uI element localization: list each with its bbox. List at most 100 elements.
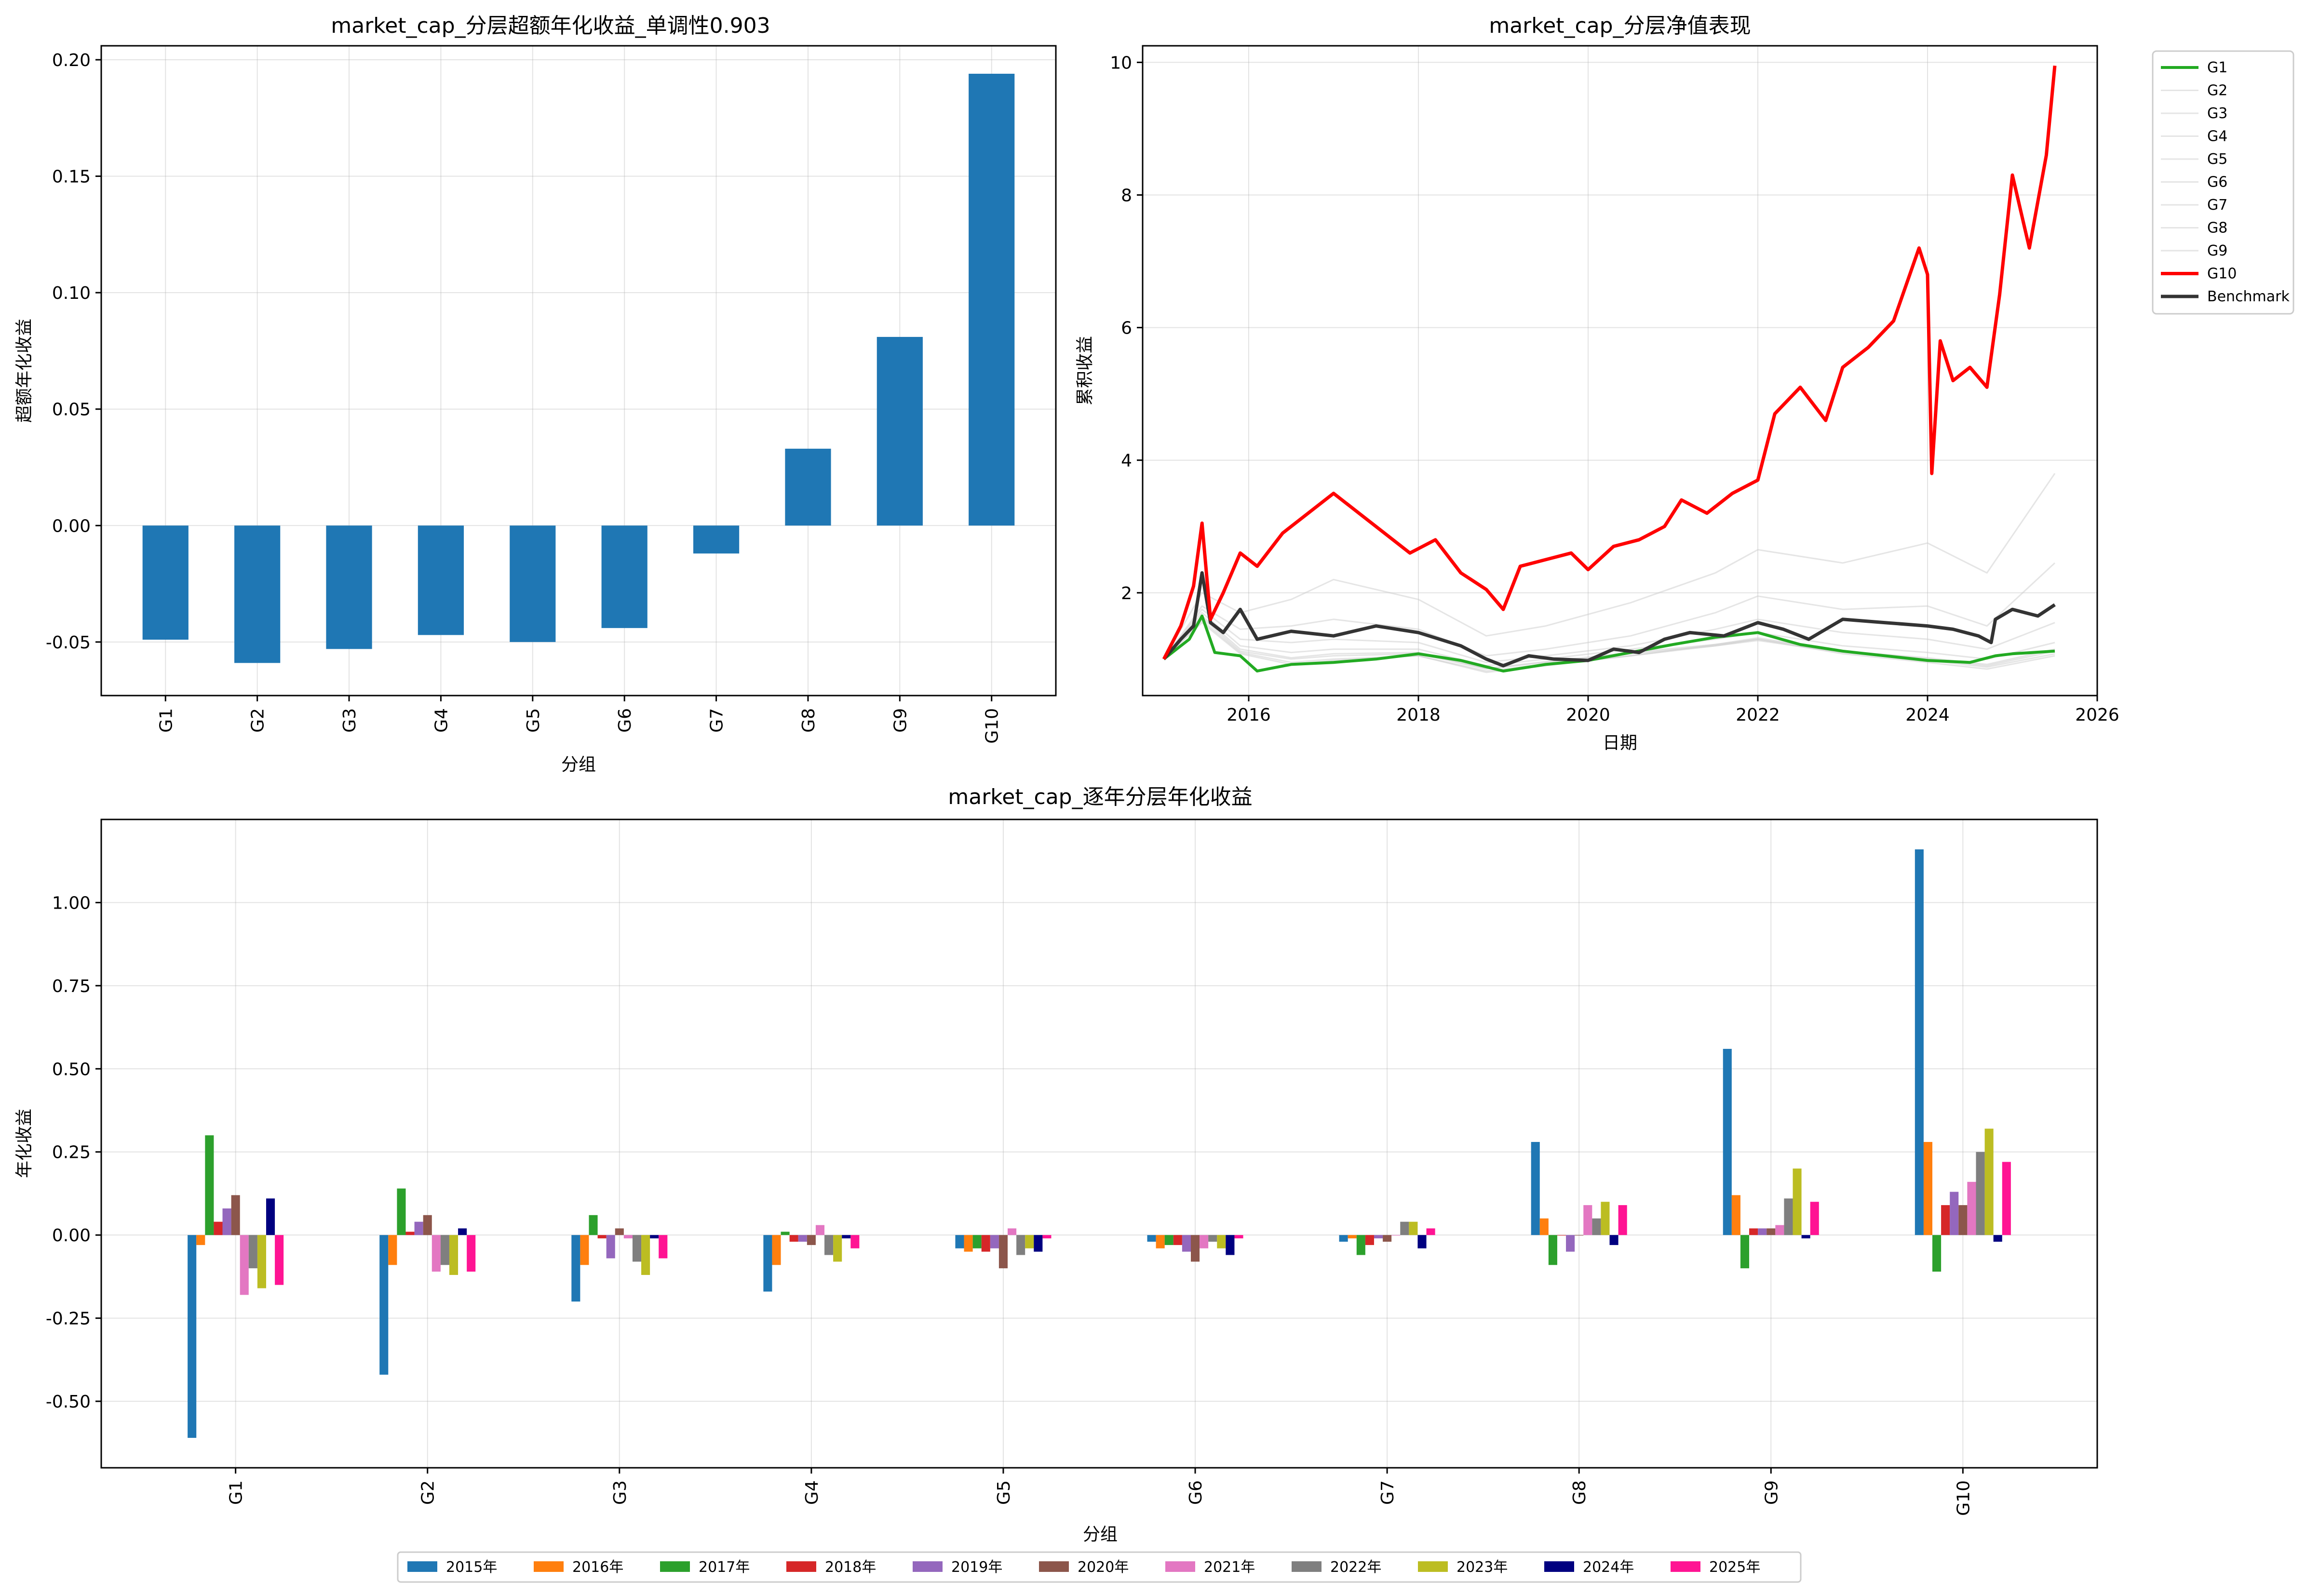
excess-x-tick-label: G4	[432, 708, 451, 733]
yearly-bar-g2-1	[388, 1235, 397, 1265]
yearly-legend-label-8: 2023年	[1456, 1559, 1508, 1576]
yearly-bar-g9-6	[1775, 1225, 1784, 1235]
yearly-bar-g8-1	[1539, 1218, 1549, 1235]
excess-x-tick-label: G5	[524, 708, 543, 733]
nav-legend-label-g4: G4	[2207, 128, 2227, 145]
yearly-x-tick-label: G10	[1954, 1480, 1973, 1516]
yearly-grid	[101, 819, 2097, 1468]
yearly-bar-g4-2	[781, 1232, 790, 1235]
yearly-bar-g8-0	[1531, 1142, 1540, 1235]
nav-legend-label-g3: G3	[2207, 105, 2227, 122]
yearly-bar-g10-3	[1941, 1205, 1950, 1235]
yearly-bar-g7-8	[1409, 1221, 1418, 1235]
yearly-bar-g5-4	[990, 1235, 999, 1248]
excess-bar-g9	[877, 336, 923, 526]
yearly-bar-g3-3	[597, 1235, 607, 1239]
nav-x-label: 日期	[1603, 733, 1637, 753]
yearly-bar-g4-4	[798, 1235, 807, 1242]
nav-legend-label-g1: G1	[2207, 59, 2227, 76]
yearly-bar-g5-9	[1034, 1235, 1043, 1252]
yearly-bar-g1-9	[266, 1198, 275, 1235]
yearly-bar-g1-6	[240, 1235, 249, 1295]
excess-x-tick-label: G1	[156, 708, 176, 733]
yearly-bar-g3-4	[606, 1235, 615, 1259]
excess-bar-g3	[326, 525, 372, 649]
yearly-bar-g4-1	[772, 1235, 781, 1265]
yearly-bar-g7-2	[1356, 1235, 1365, 1255]
excess-bar-g4	[418, 525, 464, 635]
nav-line-benchmark	[1162, 571, 2056, 668]
yearly-legend-swatch-5	[1039, 1561, 1069, 1572]
yearly-bar-g10-10	[2002, 1162, 2011, 1235]
excess-grid	[101, 46, 1056, 696]
yearly-legend-swatch-0	[407, 1561, 437, 1572]
yearly-bar-g4-7	[824, 1235, 834, 1255]
nav-y-tick-label: 8	[1121, 186, 1132, 205]
nav-legend-label-g5: G5	[2207, 151, 2227, 168]
yearly-bar-g3-2	[589, 1215, 598, 1235]
nav-grid	[1143, 46, 2098, 696]
yearly-legend-swatch-2	[660, 1561, 690, 1572]
nav-axes-frame	[1142, 45, 2098, 697]
yearly-legend-label-3: 2018年	[825, 1559, 876, 1576]
nav-line-g5	[1163, 615, 2055, 670]
yearly-legend-swatch-7	[1292, 1561, 1322, 1572]
yearly-bar-g2-0	[379, 1235, 389, 1375]
yearly-x-tick-label: G5	[994, 1480, 1014, 1505]
yearly-bar-g5-10	[1042, 1235, 1052, 1239]
nav-line-chart: market_cap_分层净值表现 2 4 6 8 10 2016 2018 2020 202…	[1075, 13, 2294, 753]
yearly-legend-swatch-9	[1544, 1561, 1574, 1572]
nav-legend-label-g9: G9	[2207, 242, 2227, 259]
yearly-bar-g10-5	[1958, 1205, 1968, 1235]
yearly-bar-g4-3	[789, 1235, 798, 1242]
yearly-bar-g4-9	[842, 1235, 851, 1239]
yearly-bar-g4-6	[815, 1225, 825, 1235]
yearly-bar-g8-7	[1592, 1218, 1601, 1235]
yearly-bar-g9-8	[1793, 1168, 1802, 1235]
yearly-legend-swatch-8	[1418, 1561, 1448, 1572]
excess-x-ticks: G1 G2 G3 G4 G5 G6 G7 G8 G9 G10	[156, 696, 1002, 744]
yearly-chart-title: market_cap_逐年分层年化收益	[948, 785, 1252, 809]
nav-legend: G1 G2 G3 G4 G5 G6 G7 G8 G9 G10 Benchmark	[2152, 50, 2294, 315]
nav-chart-title: market_cap_分层净值表现	[1489, 13, 1751, 38]
excess-axes-frame	[100, 45, 1057, 697]
nav-legend-label-g10: G10	[2207, 266, 2237, 282]
yearly-legend-swatch-3	[786, 1561, 816, 1572]
yearly-legend-box	[397, 1551, 1802, 1583]
yearly-legend-label-5: 2020年	[1078, 1559, 1129, 1576]
yearly-bar-g1-8	[257, 1235, 266, 1288]
yearly-y-label: 年化收益	[14, 1109, 34, 1178]
excess-bar-g7	[693, 525, 740, 554]
excess-x-tick-label: G9	[890, 708, 910, 733]
nav-lines	[1162, 65, 2057, 673]
yearly-bar-g6-3	[1173, 1235, 1182, 1245]
yearly-bar-g9-9	[1801, 1235, 1810, 1239]
yearly-bar-g7-4	[1374, 1235, 1383, 1239]
yearly-bar-g6-9	[1226, 1235, 1235, 1255]
yearly-bar-g2-3	[405, 1232, 415, 1235]
yearly-bar-g9-7	[1784, 1198, 1793, 1235]
excess-return-bar-chart: market_cap_分层超额年化收益_单调性0.903 -0.05 0.00 0.…	[14, 13, 1057, 775]
excess-y-tick-label: 0.05	[52, 400, 91, 420]
yearly-bar-g6-7	[1208, 1235, 1217, 1242]
yearly-bar-g10-8	[1984, 1128, 1994, 1235]
yearly-y-tick-label: -0.25	[46, 1309, 91, 1329]
excess-x-tick-label: G6	[615, 708, 635, 733]
yearly-legend-swatch-10	[1671, 1561, 1700, 1572]
yearly-legend-label-2: 2017年	[699, 1559, 750, 1576]
yearly-bar-g7-7	[1400, 1221, 1409, 1235]
yearly-bar-g3-9	[650, 1235, 659, 1239]
yearly-bar-g5-8	[1025, 1235, 1034, 1248]
nav-line-g8	[1163, 562, 2056, 660]
yearly-y-tick-label: 1.00	[52, 893, 91, 913]
yearly-legend-label-6: 2021年	[1204, 1559, 1255, 1576]
yearly-legend-label-7: 2022年	[1330, 1559, 1381, 1576]
yearly-legend-swatch-6	[1165, 1561, 1195, 1572]
yearly-bar-g10-0	[1915, 849, 1924, 1235]
yearly-bar-g5-3	[981, 1235, 990, 1252]
excess-bar-g10	[969, 73, 1015, 526]
yearly-bar-g5-0	[955, 1235, 964, 1248]
nav-y-ticks: 2 4 6 8 10	[1110, 53, 1143, 604]
excess-bar-g1	[142, 525, 189, 640]
yearly-bar-g7-5	[1383, 1235, 1392, 1242]
